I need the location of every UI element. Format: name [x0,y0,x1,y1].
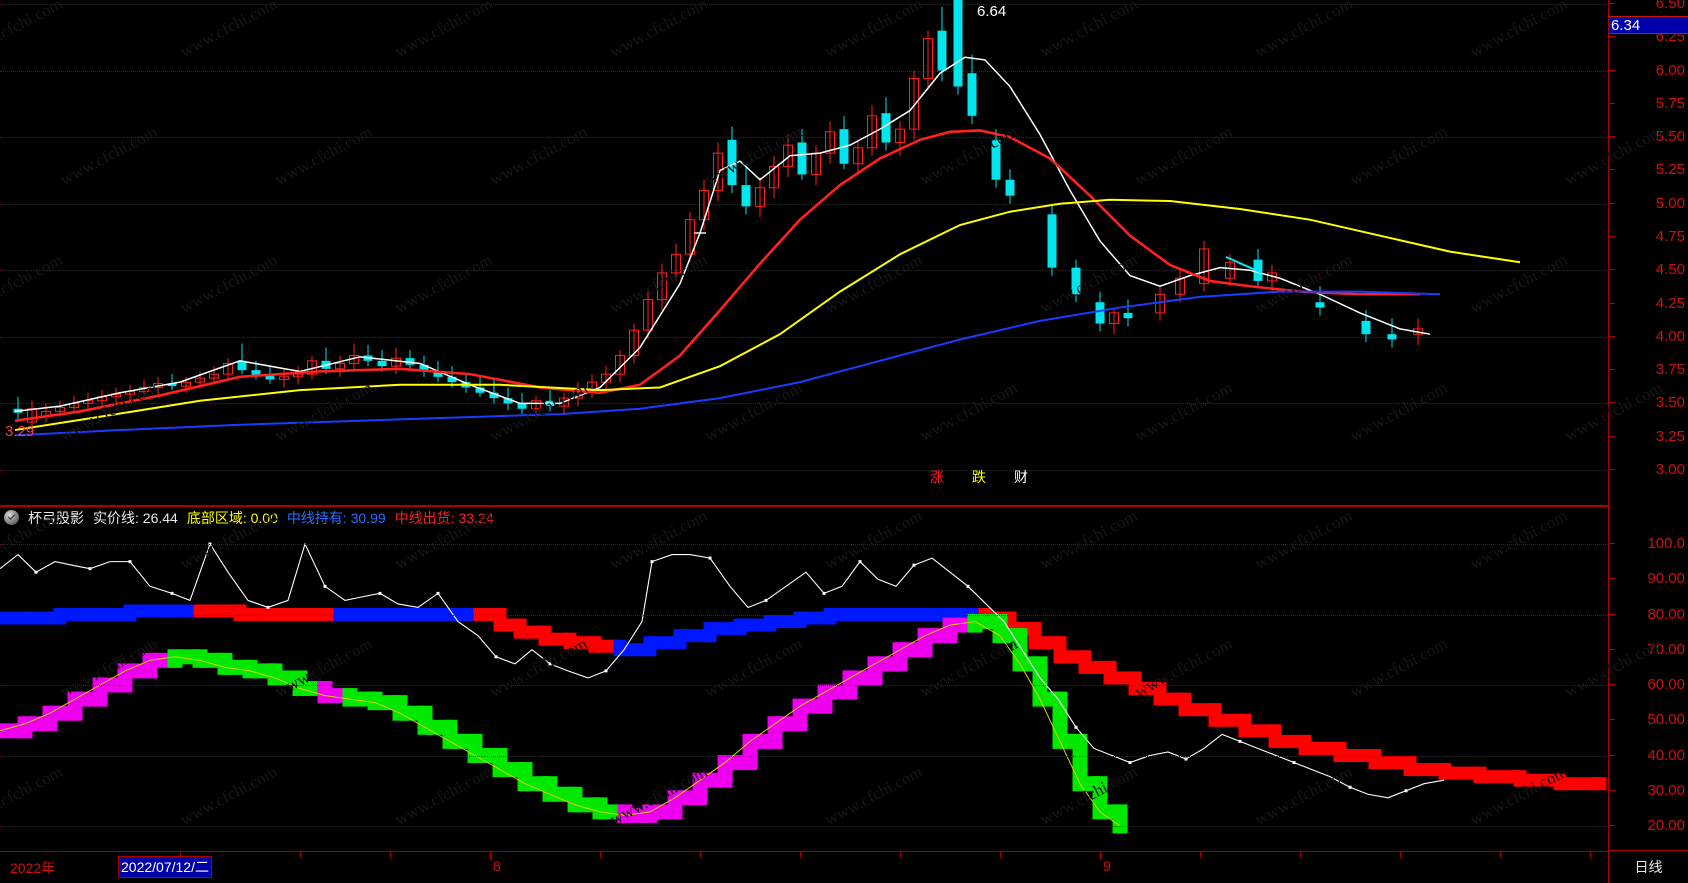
date-axis-minor-tick [900,851,901,857]
indicator-axis-tick: 70.00 [1609,642,1688,657]
price-axis-tick: 3.50 [1609,395,1688,410]
indicator-pane: 杯弓股影 实价线: 26.44 底部区域: 0.00 中线持有: 30.99 中… [0,506,1688,851]
indicator-gridline [0,755,1608,757]
date-axis[interactable]: 2022年 2022/07/12/二 日线 8 9 [0,850,1688,883]
date-axis-minor-tick [300,851,301,857]
date-axis-tick [1100,851,1101,860]
date-axis-minor-tick [800,851,801,857]
indicator-field-zhongxianchuhuo: 中线出货: 33.24 [394,509,494,526]
period-label[interactable]: 日线 [1608,851,1688,883]
chart-legend: 涨跌财 [930,467,1028,487]
price-gridline [0,403,1608,405]
high-price-label: 6.64 [977,3,1007,20]
indicator-axis-tick: 40.00 [1609,748,1688,763]
indicator-axis-tick: 20.00 [1609,818,1688,833]
indicator-field-shijiaxian: 实价线: 26.44 [93,509,178,526]
date-axis-minor-tick [1300,851,1301,857]
price-axis-tick: 4.75 [1609,229,1688,244]
date-axis-minor-tick [1590,851,1591,857]
date-axis-right-rule [1608,850,1688,851]
date-axis-minor-tick [1000,851,1001,857]
indicator-axis-tick: 90.00 [1609,571,1688,586]
indicator-gridline [0,685,1608,686]
date-axis-rule [0,851,1608,852]
price-axis-tick: 4.00 [1609,329,1688,344]
price-axis-tick: 4.50 [1609,262,1688,277]
indicator-toggle-icon[interactable] [4,510,19,525]
indicator-field-dibuquyu: 底部区域: 0.00 [186,509,278,526]
date-axis-minor-tick [1400,851,1401,857]
current-price-badge: 6.34 [1609,16,1688,35]
price-axis-tick: 6.00 [1609,63,1688,78]
date-axis-minor-tick [1500,851,1501,857]
low-price-label: 3.29 [5,423,35,440]
indicator-axis[interactable]: 100.0 90.00 80.00 70.00 60.00 50.00 40.00 30.00… [1608,506,1688,851]
price-gridline [0,4,1608,5]
price-gridline [0,336,1608,338]
indicator-gridline [0,614,1608,616]
legend-item-1: 跌 [972,469,986,485]
indicator-axis-tick: 50.00 [1609,712,1688,727]
date-axis-minor-tick [390,851,391,857]
indicator-axis-tick: 80.00 [1609,607,1688,622]
price-axis-tick: 5.75 [1609,96,1688,111]
price-axis-tick: 5.50 [1609,129,1688,144]
price-axis-tick: 3.75 [1609,362,1688,377]
indicator-header[interactable]: 杯弓股影 实价线: 26.44 底部区域: 0.00 中线持有: 30.99 中… [0,506,1608,528]
price-axis-tick: 3.00 [1609,462,1688,477]
price-gridline [0,203,1608,205]
legend-item-0: 涨 [930,469,944,485]
price-axis-tick: 5.25 [1609,162,1688,177]
price-axis[interactable]: 6.50 6.25 6.00 5.75 5.50 5.25 5.00 4.75 4.50 4.25… [1608,0,1688,506]
selected-date-label: 2022/07/12/二 [118,856,212,878]
month-label: 9 [1103,858,1111,874]
date-axis-minor-tick [180,851,181,857]
date-axis-minor-tick [1200,851,1201,857]
year-label: 2022年 [10,860,56,876]
price-gridline [0,70,1608,72]
indicator-axis-tick: 60.00 [1609,677,1688,692]
price-gridline [0,137,1608,139]
price-gridline [0,270,1608,272]
price-chart-svg [13,0,1521,437]
indicator-field-zhongxianchiyou: 中线持有: 30.99 [286,509,386,526]
price-axis-tick: 5.00 [1609,196,1688,211]
month-label: 8 [493,858,501,874]
price-plot-area[interactable] [0,0,1608,506]
legend-item-2: 财 [1014,469,1028,485]
indicator-chart-svg [0,542,1607,834]
indicator-name: 杯弓股影 [28,509,84,526]
price-gridline [0,470,1608,471]
indicator-gridline [0,826,1608,827]
date-axis-tick [490,851,491,860]
date-axis-minor-tick [700,851,701,857]
indicator-plot-area[interactable] [0,534,1608,834]
indicator-axis-tick: 100.0 [1609,536,1688,551]
price-axis-tick: 6.50 [1609,0,1688,11]
pane-divider [0,505,1608,506]
indicator-axis-tick: 30.00 [1609,783,1688,798]
price-axis-tick: 4.25 [1609,296,1688,311]
price-axis-tick: 3.25 [1609,429,1688,444]
price-pane: 6.64 3.29 涨跌财 6.50 6.25 6.00 5.75 5.50 5.25 5.… [0,0,1688,506]
indicator-gridline [0,544,1608,545]
date-axis-minor-tick [600,851,601,857]
